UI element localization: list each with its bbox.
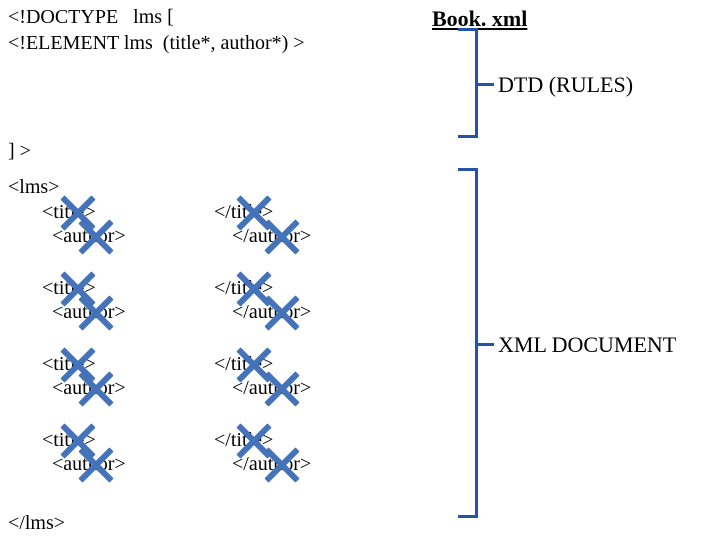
file-heading: Book. xml	[432, 6, 527, 32]
tag-author-open: <author>	[52, 453, 126, 476]
tag-title-close: </title>	[214, 277, 273, 300]
label-dtd: DTD (RULES)	[498, 72, 633, 98]
tag-author-close: </author>	[232, 377, 311, 400]
tag-author-open: <author>	[52, 301, 126, 324]
bracket-xml-tick	[478, 343, 494, 346]
tag-author-close: </author>	[232, 225, 311, 248]
tag-author-open: <author>	[52, 377, 126, 400]
tag-author-close: </author>	[232, 453, 311, 476]
tag-author-open: <author>	[52, 225, 126, 248]
xml-root-close: </lms>	[8, 512, 65, 535]
tag-title-close: </title>	[214, 353, 273, 376]
label-xml: XML DOCUMENT	[498, 332, 676, 358]
xml-root-open: <lms>	[8, 176, 59, 199]
bracket-dtd	[458, 28, 478, 138]
tag-author-close: </author>	[232, 301, 311, 324]
tag-title-open: <title>	[42, 277, 96, 300]
tag-title-close: </title>	[214, 201, 273, 224]
tag-title-open: <title>	[42, 429, 96, 452]
dtd-close: ] >	[8, 140, 31, 163]
dtd-line-1: <!DOCTYPE lms [	[8, 6, 174, 29]
tag-title-open: <title>	[42, 353, 96, 376]
bracket-dtd-tick	[478, 83, 494, 86]
bracket-xml	[458, 168, 478, 518]
tag-title-open: <title>	[42, 201, 96, 224]
tag-title-close: </title>	[214, 429, 273, 452]
dtd-line-2: <!ELEMENT lms (title*, author*) >	[8, 32, 305, 55]
